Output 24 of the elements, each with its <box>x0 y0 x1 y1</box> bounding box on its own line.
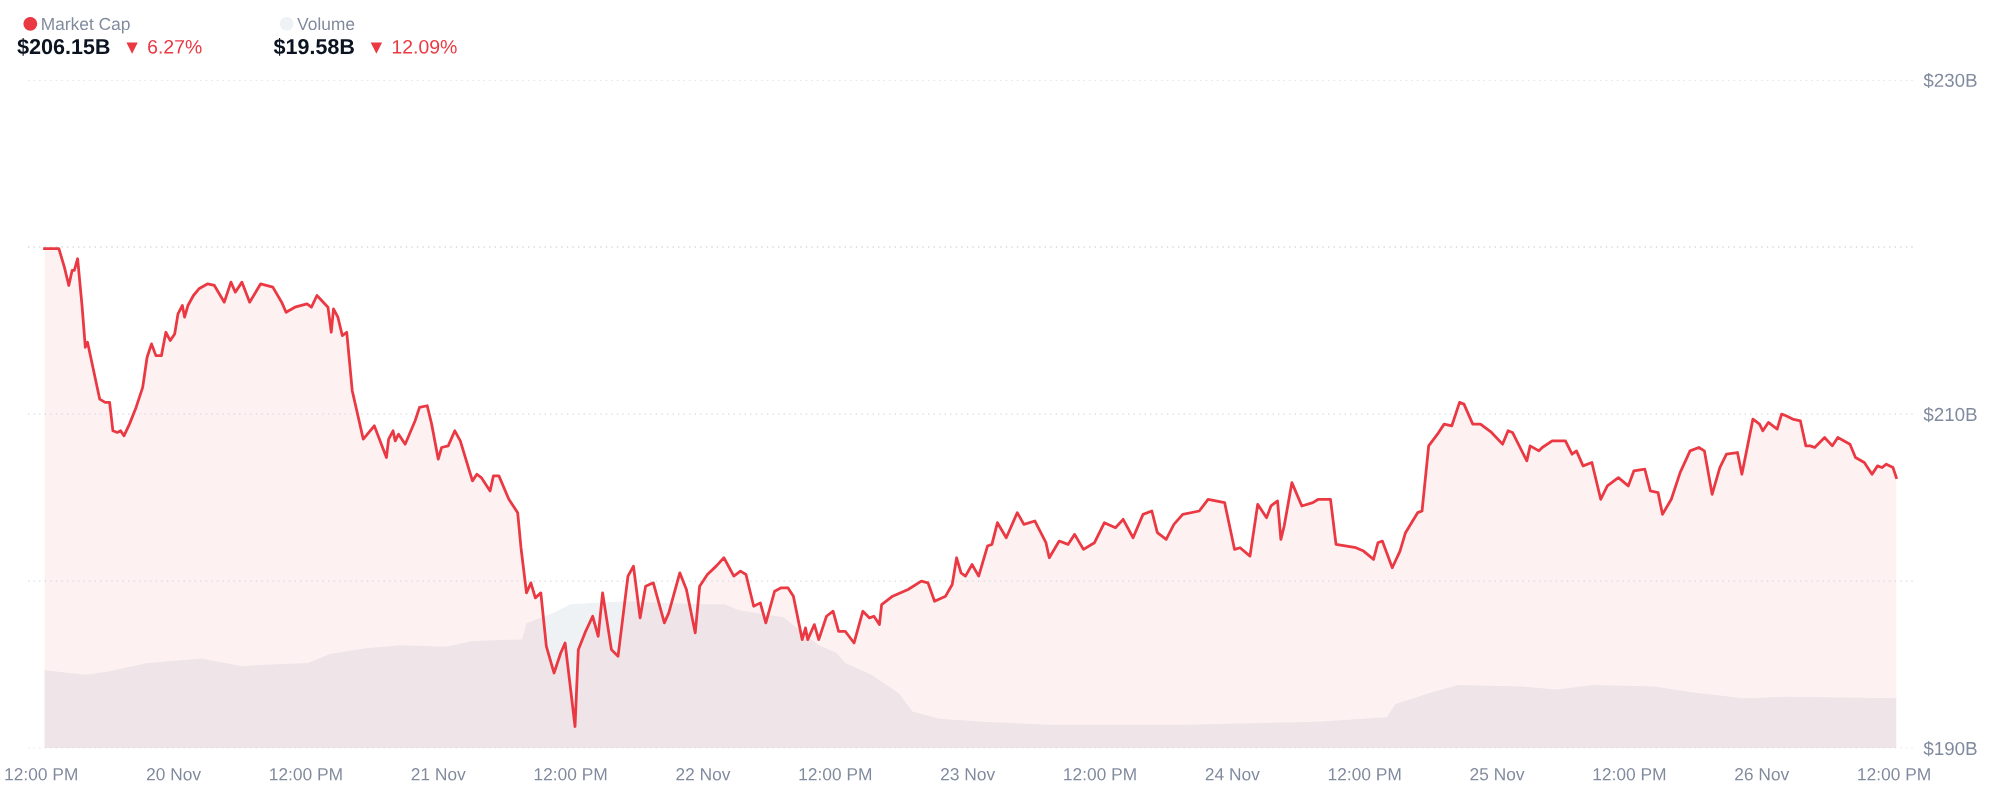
x-tick-label: 12:00 PM <box>1328 768 1401 781</box>
x-tick-label: 12:00 PM <box>799 768 872 781</box>
x-tick-label: 12:00 PM <box>1593 768 1666 781</box>
y-tick-label: $210B <box>1923 407 1977 423</box>
y-tick-label: $230B <box>1923 72 1977 89</box>
x-tick-label: 25 Nov <box>1470 768 1525 781</box>
x-tick-label: 23 Nov <box>941 768 996 781</box>
x-tick-label: 12:00 PM <box>270 768 342 781</box>
x-tick-label: 26 Nov <box>1735 768 1790 781</box>
y-tick-label: $190B <box>1923 741 1977 757</box>
text: ▼ 6.27% <box>126 39 202 54</box>
x-tick-label: 24 Nov <box>1205 768 1260 781</box>
text: $206.15B <box>17 38 110 56</box>
legend-label: Volume <box>297 17 355 31</box>
text: $19.58B <box>273 38 354 56</box>
x-tick-label: 20 Nov <box>146 768 202 781</box>
x-tick-label: 22 Nov <box>676 768 731 781</box>
x-tick-label: 21 Nov <box>411 768 466 781</box>
x-tick-label: 12:00 PM <box>534 768 607 781</box>
x-tick-label: 12:00 PM <box>5 768 77 781</box>
text: ▼ 12.09% <box>370 39 457 54</box>
x-tick-label: 12:00 PM <box>1858 768 1930 781</box>
legend-label: Market Cap <box>42 17 130 34</box>
x-tick-label: 12:00 PM <box>1064 768 1136 781</box>
